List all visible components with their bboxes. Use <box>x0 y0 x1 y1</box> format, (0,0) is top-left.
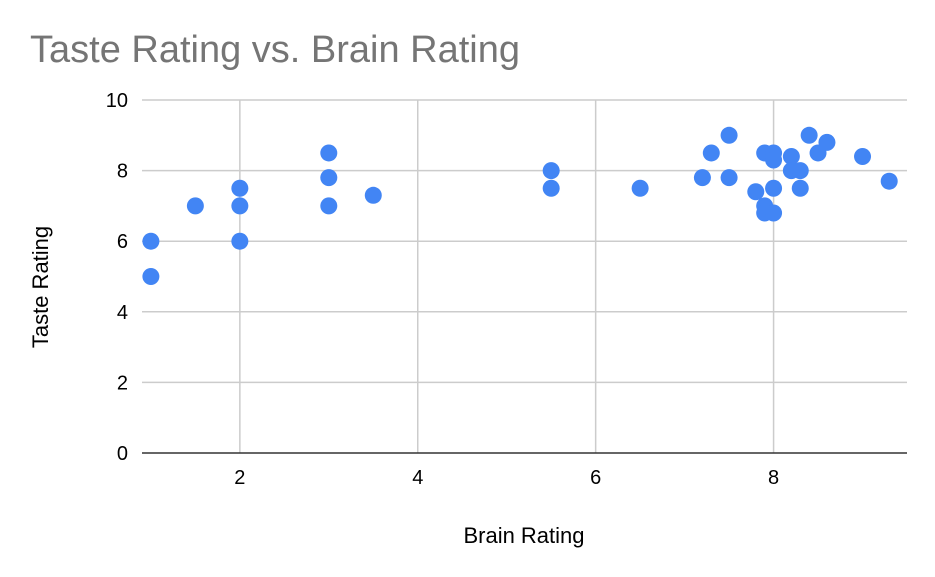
data-point <box>320 169 338 187</box>
x-tick-label: 6 <box>590 467 601 489</box>
data-point <box>854 147 872 165</box>
data-point <box>231 179 249 197</box>
data-point <box>782 147 800 165</box>
y-axis-label: Taste Rating <box>28 226 53 348</box>
y-tick-label: 10 <box>106 90 128 112</box>
data-point <box>364 186 382 204</box>
grid-lines <box>142 99 907 454</box>
data-point <box>765 151 783 169</box>
data-point <box>186 197 204 215</box>
tick-labels: 0 2 4 6 8 10 2 4 6 8 <box>106 90 779 489</box>
data-point <box>231 232 249 250</box>
data-point <box>142 268 160 285</box>
data-point <box>142 232 160 250</box>
data-point <box>720 126 738 144</box>
x-tick-label: 4 <box>412 467 423 489</box>
data-points <box>142 126 898 285</box>
data-point <box>747 183 765 201</box>
data-point <box>542 162 560 180</box>
x-tick-label: 8 <box>768 467 779 489</box>
x-axis-label: Brain Rating <box>463 523 584 548</box>
y-tick-label: 2 <box>117 372 128 394</box>
data-point <box>631 179 649 197</box>
data-point <box>791 162 809 180</box>
data-point <box>818 133 836 151</box>
data-point <box>231 197 249 215</box>
data-point <box>542 179 560 197</box>
data-point <box>800 126 818 144</box>
chart-title: Taste Rating vs. Brain Rating <box>30 29 520 71</box>
data-point <box>765 179 783 197</box>
data-point <box>720 169 738 187</box>
data-point <box>320 144 338 162</box>
y-tick-label: 4 <box>117 302 128 324</box>
y-tick-label: 0 <box>117 443 128 465</box>
data-point <box>765 204 783 222</box>
data-point <box>702 144 720 162</box>
y-tick-label: 6 <box>117 231 128 253</box>
data-point <box>880 172 898 190</box>
x-tick-label: 2 <box>234 467 245 489</box>
data-point <box>693 169 711 187</box>
data-point <box>791 179 809 197</box>
data-point <box>320 197 338 215</box>
y-tick-label: 8 <box>117 161 128 183</box>
